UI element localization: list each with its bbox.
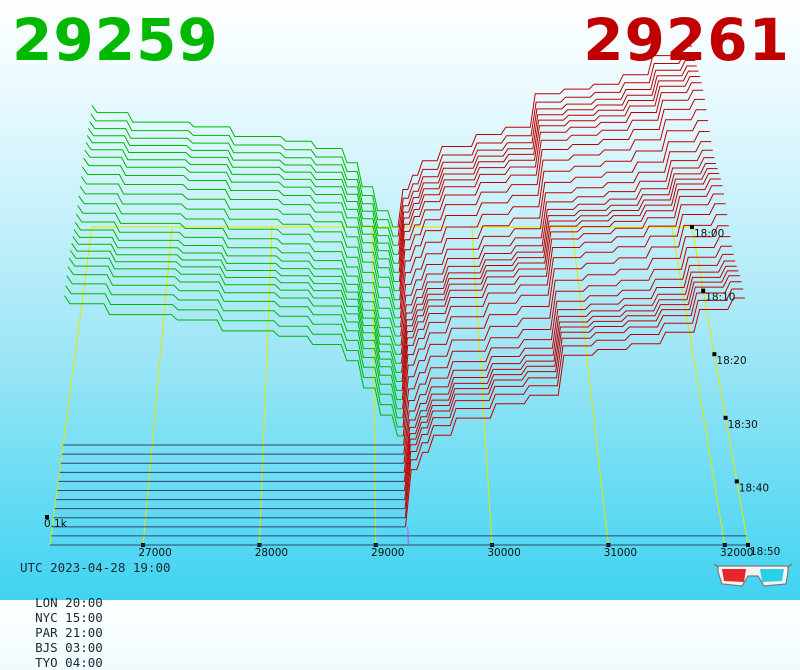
time-slice xyxy=(52,298,744,527)
clock-nyc: NYC 15:00 xyxy=(35,610,103,625)
ask-depth-line xyxy=(404,261,735,472)
grid-border xyxy=(50,227,748,545)
x-tick-label: 32000 xyxy=(720,547,753,559)
ask-depth-line xyxy=(404,266,736,481)
x-tick-label: 29000 xyxy=(371,547,404,559)
time-slice xyxy=(69,186,722,400)
ask-depth-line xyxy=(404,254,734,463)
ask-depth-line xyxy=(401,164,716,364)
time-label: 18:10 xyxy=(705,292,735,304)
clock-lon: LON 20:00 xyxy=(35,595,103,610)
clock-tyo: TYO 04:00 xyxy=(35,655,103,670)
time-slice xyxy=(54,289,744,518)
depth-layers xyxy=(50,46,748,545)
price-gridline xyxy=(672,227,725,545)
bid-depth-line xyxy=(75,222,401,354)
bid-depth-line xyxy=(69,258,402,400)
clock-par: PAR 21:00 xyxy=(35,625,103,640)
x-tick-label: 28000 xyxy=(255,547,288,559)
x-tick-label: 27000 xyxy=(138,547,171,559)
time-slice xyxy=(68,194,724,409)
time-slice xyxy=(57,271,738,491)
utc-timestamp: UTC 2023-04-28 19:00 xyxy=(20,560,171,575)
clock-bjs: BJS 03:00 xyxy=(35,640,103,655)
x-tick-label: 31000 xyxy=(604,547,637,559)
time-slice xyxy=(60,261,736,472)
depth-chart[interactable]: 27000 28000 29000 30000 31000 32000 18:00 18:10… xyxy=(0,0,800,600)
time-label: 18:40 xyxy=(739,482,769,494)
time-label: 18:50 xyxy=(750,546,780,558)
ask-depth-line xyxy=(405,282,741,509)
bid-depth-line xyxy=(68,267,403,409)
time-slice xyxy=(92,46,692,227)
ask-depth-line xyxy=(405,289,743,518)
ask-depth-line xyxy=(404,237,731,446)
ask-depth-line xyxy=(404,246,732,454)
bid-depth-line xyxy=(86,142,399,272)
depth-scale-label: 0.1k xyxy=(44,518,68,530)
3d-glasses-icon[interactable] xyxy=(714,560,792,590)
bid-depth-line xyxy=(80,186,400,318)
bid-depth-line xyxy=(81,177,400,309)
time-label: 18:00 xyxy=(694,228,724,240)
time-label: 18:30 xyxy=(728,419,758,431)
ask-depth-line xyxy=(405,271,739,491)
time-label: 18:20 xyxy=(716,355,746,367)
time-slice xyxy=(63,237,730,446)
time-slice xyxy=(56,276,740,500)
bid-depth-line xyxy=(88,129,398,255)
bid-depth-line xyxy=(67,276,403,418)
bid-depth-line xyxy=(64,296,403,436)
bid-depth-line xyxy=(76,214,401,345)
price-gridline xyxy=(259,227,272,545)
price-gridline xyxy=(143,227,172,545)
world-clocks: LON 20:00 NYC 15:00 PAR 21:00 BJS 03:00 … xyxy=(20,580,129,670)
bid-depth-line xyxy=(74,230,401,364)
x-tick-label: 30000 xyxy=(487,547,520,559)
ask-depth-line xyxy=(403,215,727,427)
time-slice xyxy=(62,246,732,454)
time-slice xyxy=(64,226,728,436)
